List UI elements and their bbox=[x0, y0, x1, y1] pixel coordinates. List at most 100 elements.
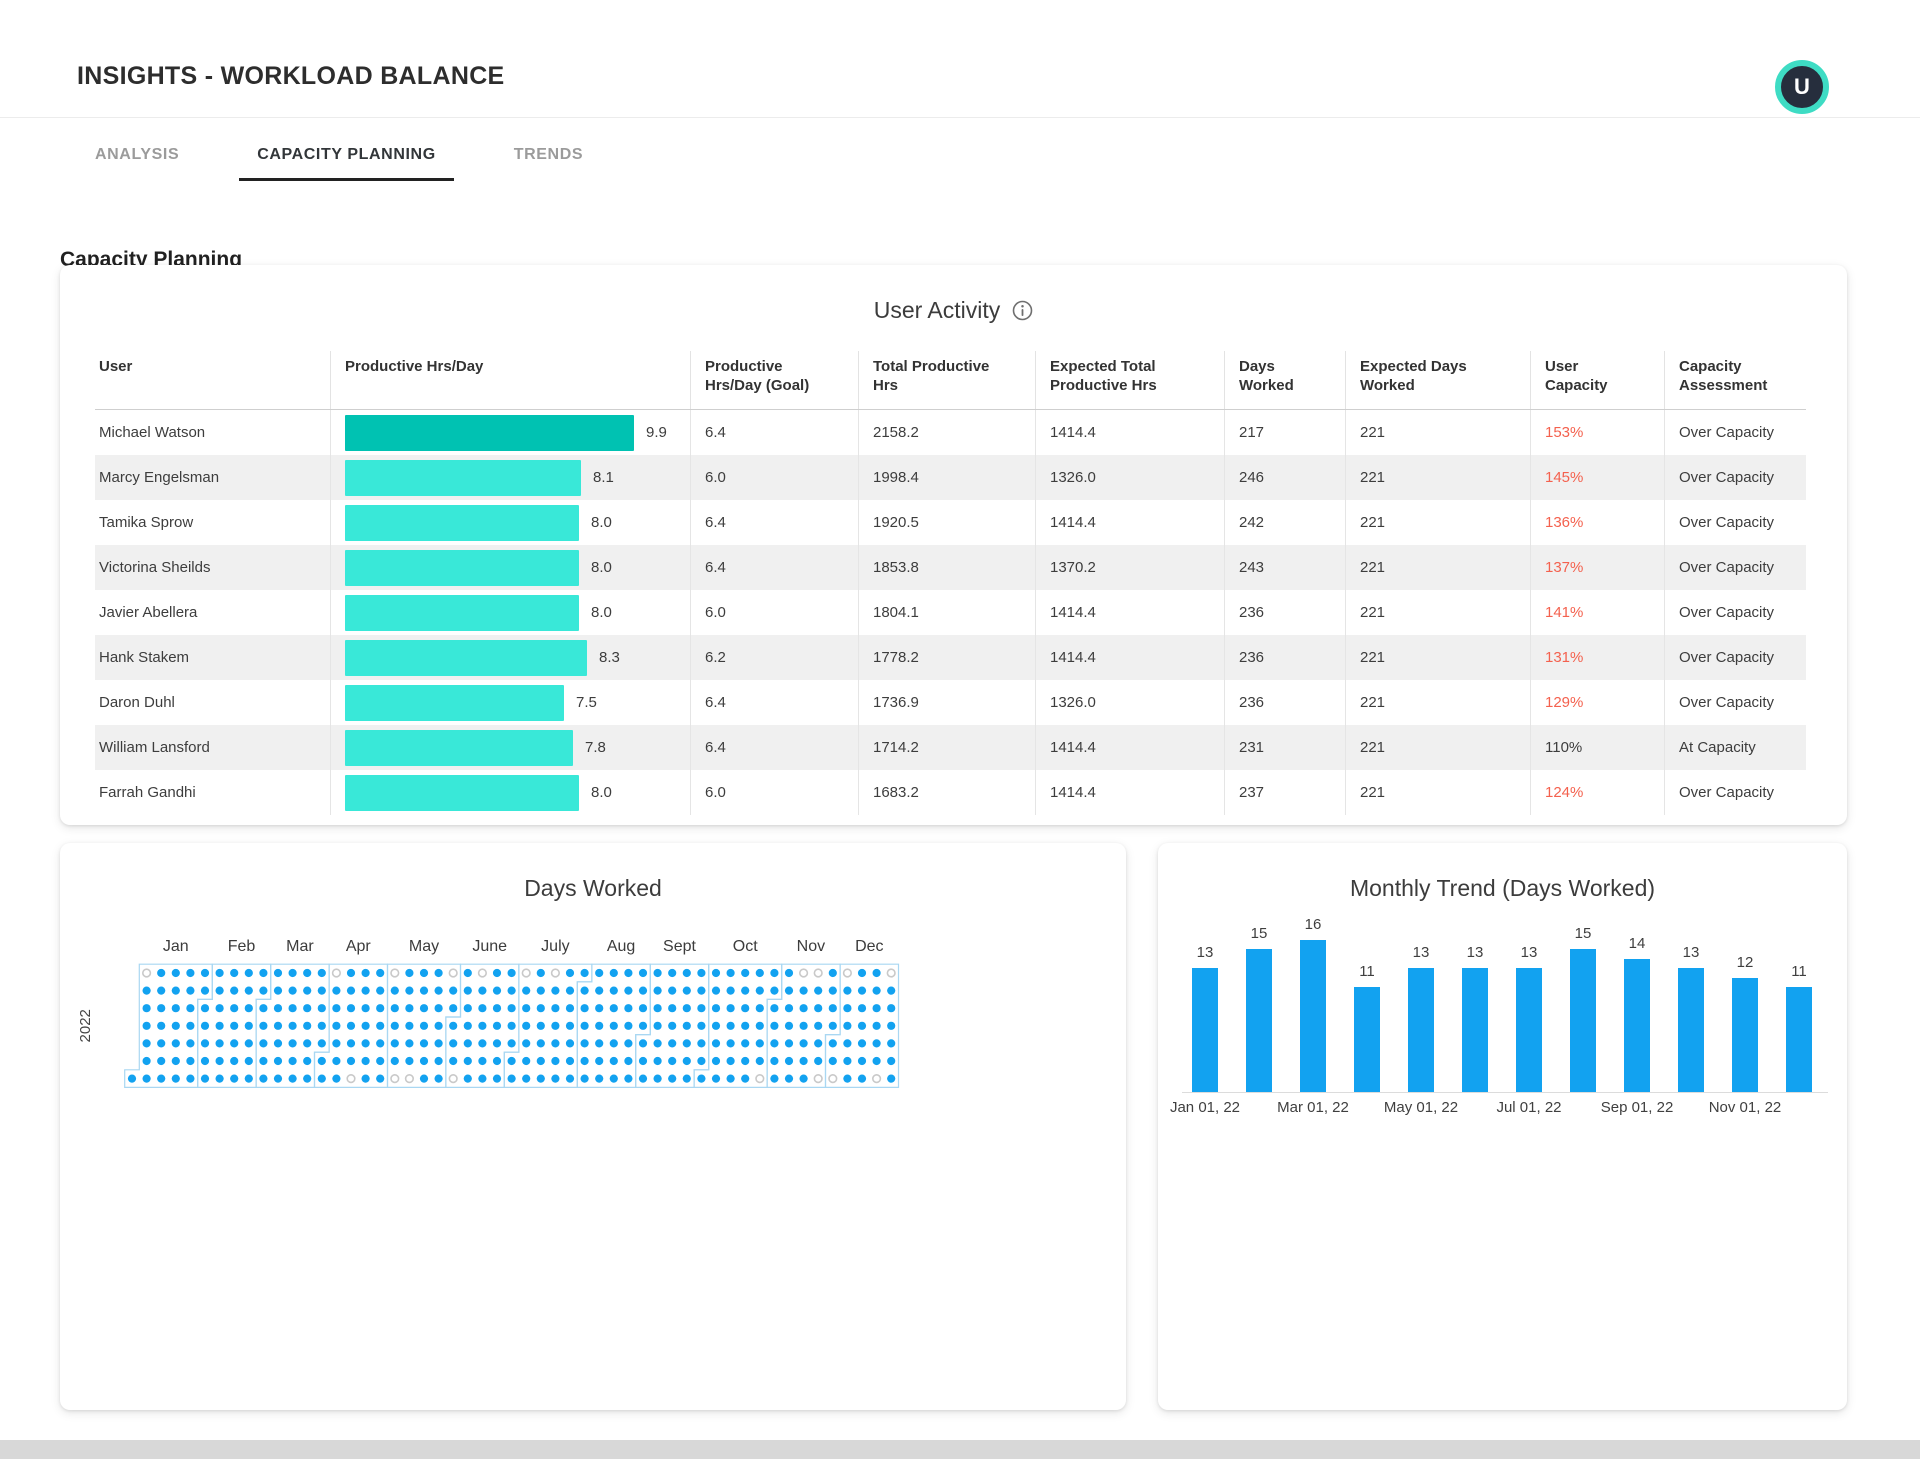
user-capacity-cell: 129% bbox=[1530, 680, 1664, 725]
info-circle-icon[interactable] bbox=[1012, 300, 1033, 321]
user-capacity-cell: 110% bbox=[1530, 725, 1664, 770]
day-dot bbox=[259, 1074, 268, 1083]
day-dot bbox=[799, 1039, 808, 1048]
day-dot bbox=[332, 986, 341, 995]
tab-trends[interactable]: TRENDS bbox=[513, 146, 584, 163]
productive-hrs-bar-cell: 8.0 bbox=[330, 590, 690, 635]
day-dot bbox=[434, 1074, 443, 1083]
month-outline bbox=[693, 963, 783, 1088]
day-dot bbox=[332, 1004, 341, 1013]
table-row: William Lansford 7.8 6.4 1714.2 1414.4 2… bbox=[95, 725, 1806, 770]
day-dot bbox=[565, 1074, 575, 1083]
day-dot bbox=[419, 986, 429, 995]
day-dot bbox=[171, 1056, 180, 1066]
day-dot bbox=[522, 1039, 531, 1048]
day-dot bbox=[653, 968, 662, 978]
day-dot bbox=[244, 1021, 253, 1030]
day-dot bbox=[200, 968, 210, 978]
user-name-cell: Farrah Gandhi bbox=[99, 784, 196, 801]
productive-hrs-bar bbox=[345, 594, 579, 631]
capacity-assessment-cell: Over Capacity bbox=[1664, 635, 1806, 680]
day-dot bbox=[186, 1004, 195, 1013]
day-dot bbox=[492, 1056, 502, 1066]
day-dot bbox=[244, 968, 253, 978]
day-dot bbox=[682, 1056, 691, 1066]
trend-bar bbox=[1354, 987, 1380, 1092]
goal-cell: 6.4 bbox=[690, 725, 858, 770]
day-dot bbox=[726, 968, 735, 978]
day-dot bbox=[799, 1056, 808, 1066]
day-dot bbox=[653, 1039, 662, 1048]
monthly-trend-chart: 13 15 16 11 13 13 13 15 14 13 12 11 Jan 01, 22 Mar 01… bbox=[1158, 843, 1847, 1410]
tab-capacity-planning[interactable]: CAPACITY PLANNING bbox=[239, 134, 454, 181]
day-dot bbox=[478, 1056, 487, 1066]
user-avatar[interactable]: U bbox=[1775, 60, 1829, 114]
day-dot bbox=[317, 1021, 326, 1030]
day-dot bbox=[682, 1021, 691, 1030]
x-tick-label: Jan 01, 22 bbox=[1169, 1099, 1241, 1116]
goal-cell: 6.4 bbox=[690, 545, 858, 590]
expected-days-worked-cell: 221 bbox=[1345, 770, 1530, 815]
day-dot bbox=[405, 968, 414, 978]
day-dot bbox=[697, 1021, 706, 1030]
day-dot bbox=[186, 968, 195, 978]
day-dot bbox=[784, 1056, 794, 1066]
day-dot bbox=[638, 1056, 648, 1066]
day-dot bbox=[303, 986, 312, 995]
day-dot bbox=[142, 986, 151, 995]
month-label: Nov bbox=[797, 938, 825, 955]
day-dot bbox=[624, 1056, 633, 1066]
day-dot bbox=[595, 1056, 604, 1066]
month-outline bbox=[503, 963, 593, 1088]
day-dot bbox=[784, 1021, 794, 1030]
days-worked-cell: 236 bbox=[1224, 635, 1345, 680]
day-dot bbox=[259, 968, 268, 978]
day-dot bbox=[230, 968, 239, 978]
expected-total-productive-hrs-cell: 1326.0 bbox=[1035, 680, 1224, 725]
day-dot bbox=[186, 1039, 195, 1048]
day-dot bbox=[244, 1074, 253, 1083]
expected-total-productive-hrs-cell: 1414.4 bbox=[1035, 410, 1224, 455]
total-productive-hrs-cell: 1998.4 bbox=[858, 455, 1035, 500]
table-row: Farrah Gandhi 8.0 6.0 1683.2 1414.4 237 … bbox=[95, 770, 1806, 815]
day-dot bbox=[580, 1021, 589, 1030]
day-dot bbox=[522, 986, 531, 995]
user-name-cell: William Lansford bbox=[99, 739, 210, 756]
day-dot bbox=[376, 1021, 385, 1030]
bar-value-label: 13 bbox=[1196, 944, 1214, 961]
day-dot bbox=[463, 1074, 472, 1083]
day-dot bbox=[565, 968, 575, 978]
day-dot bbox=[857, 1021, 867, 1030]
day-dot bbox=[376, 1074, 385, 1083]
total-productive-hrs-cell: 1804.1 bbox=[858, 590, 1035, 635]
expected-days-worked-cell: 221 bbox=[1345, 590, 1530, 635]
day-dot bbox=[668, 1056, 677, 1066]
day-dot bbox=[682, 986, 691, 995]
user-capacity-cell: 124% bbox=[1530, 770, 1664, 815]
day-dot bbox=[814, 1021, 823, 1030]
day-dot bbox=[186, 986, 195, 995]
day-dot bbox=[551, 1004, 560, 1013]
day-dot bbox=[565, 986, 575, 995]
day-dot bbox=[157, 1039, 166, 1048]
day-dot bbox=[230, 1004, 239, 1013]
day-dot bbox=[595, 1021, 604, 1030]
days-worked-cell: 246 bbox=[1224, 455, 1345, 500]
day-dot bbox=[711, 1021, 721, 1030]
day-dot bbox=[711, 1004, 721, 1013]
month-label: Oct bbox=[733, 938, 758, 955]
day-dot bbox=[492, 986, 502, 995]
day-dot bbox=[843, 1021, 852, 1030]
day-dot bbox=[872, 1021, 881, 1030]
day-dot bbox=[638, 986, 648, 995]
day-dot bbox=[682, 1004, 691, 1013]
day-dot bbox=[405, 1056, 414, 1066]
trend-bar bbox=[1192, 968, 1218, 1092]
day-dot bbox=[404, 1074, 415, 1084]
goal-cell: 6.4 bbox=[690, 410, 858, 455]
day-dot bbox=[741, 968, 750, 978]
tab-analysis[interactable]: ANALYSIS bbox=[95, 146, 180, 163]
day-dot bbox=[857, 986, 867, 995]
productive-hrs-bar-cell: 8.0 bbox=[330, 500, 690, 545]
day-dot bbox=[449, 1021, 458, 1030]
